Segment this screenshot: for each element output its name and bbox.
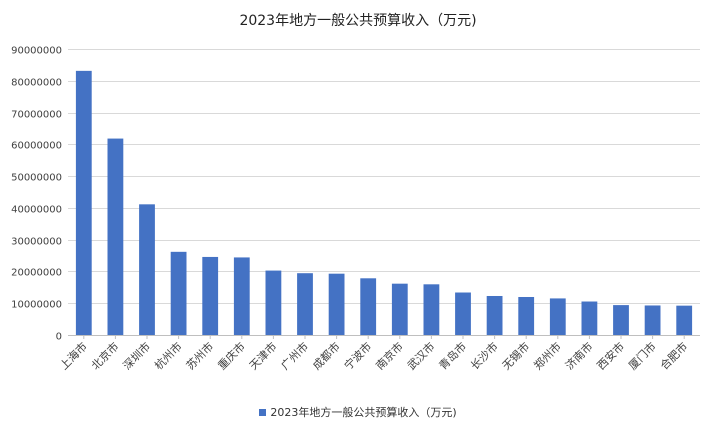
y-tick-label: 10000000 xyxy=(11,300,62,311)
legend-label: 2023年地方一般公共预算收入（万元) xyxy=(270,406,457,419)
x-tick-label: 重庆市 xyxy=(215,339,248,372)
bar xyxy=(233,257,250,335)
x-tick-label: 天津市 xyxy=(246,339,279,372)
chart-title: 2023年地方一般公共预算收入（万元) xyxy=(239,13,477,29)
x-tick-label: 南京市 xyxy=(373,339,406,372)
y-tick-label: 0 xyxy=(56,332,62,343)
x-tick-label: 青岛市 xyxy=(436,339,469,372)
bar xyxy=(581,301,598,335)
y-tick-label: 70000000 xyxy=(11,110,62,121)
y-tick-label: 90000000 xyxy=(11,46,62,57)
bar xyxy=(170,251,187,335)
bar xyxy=(644,305,661,335)
bar xyxy=(265,270,282,335)
x-tick-label: 武汉市 xyxy=(404,339,437,372)
y-tick-label: 50000000 xyxy=(11,173,62,184)
x-tick-label: 北京市 xyxy=(88,339,121,372)
bar xyxy=(549,298,566,335)
bar xyxy=(391,283,408,335)
bar xyxy=(455,292,471,335)
legend-swatch xyxy=(259,408,267,416)
y-tick-label: 40000000 xyxy=(11,205,62,216)
bar xyxy=(486,295,503,335)
y-tick-label: 80000000 xyxy=(11,78,62,89)
x-tick-label: 长沙市 xyxy=(467,339,500,372)
bar xyxy=(676,305,693,335)
x-tick-label: 西安市 xyxy=(594,339,627,372)
bar xyxy=(518,296,535,335)
legend: 2023年地方一般公共预算收入（万元) xyxy=(0,404,716,420)
x-tick-label: 深圳市 xyxy=(120,339,153,372)
bar xyxy=(75,70,92,336)
x-tick-label: 广州市 xyxy=(278,339,311,372)
y-tick-label: 20000000 xyxy=(11,268,62,279)
x-tick-label: 杭州市 xyxy=(151,339,184,372)
y-tick-label: 30000000 xyxy=(11,237,62,248)
x-tick-label: 上海市 xyxy=(57,339,90,372)
bar xyxy=(297,273,313,335)
x-tick-label: 苏州市 xyxy=(183,339,216,372)
x-tick-label: 宁波市 xyxy=(341,339,374,372)
bar xyxy=(202,256,219,335)
x-tick-label: 厦门市 xyxy=(625,339,658,372)
x-tick-label: 无锡市 xyxy=(499,339,532,372)
y-tick-label: 60000000 xyxy=(11,141,62,152)
x-tick-label: 成都市 xyxy=(309,339,342,372)
bar xyxy=(139,204,155,335)
bar xyxy=(423,284,440,335)
x-tick-label: 郑州市 xyxy=(531,339,564,372)
bar xyxy=(360,278,377,335)
x-tick-label: 合肥市 xyxy=(657,339,690,372)
bar xyxy=(328,273,345,335)
bar xyxy=(107,138,124,335)
bar xyxy=(613,305,629,335)
x-tick-label: 济南市 xyxy=(562,339,595,372)
